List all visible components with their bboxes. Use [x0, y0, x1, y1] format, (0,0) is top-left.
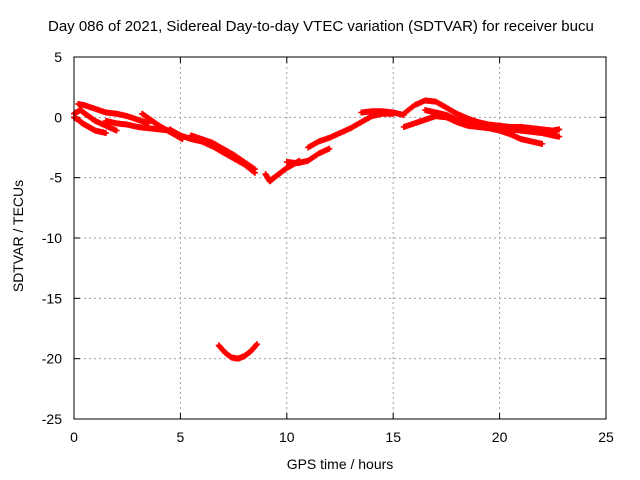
chart-title: Day 086 of 2021, Sidereal Day-to-day VTE…: [48, 18, 594, 35]
data-point: [326, 145, 333, 152]
grid-lines: [74, 57, 606, 419]
data-point: [556, 133, 563, 140]
plot-frame: [73, 56, 607, 420]
series-arc-3: [75, 101, 152, 127]
series-arc-5: [139, 110, 186, 143]
series-arc-9: [283, 145, 333, 167]
y-tick-label: -5: [50, 170, 63, 186]
series-arc-14: [422, 107, 563, 140]
series-arc-15: [215, 341, 261, 362]
data-point: [113, 127, 120, 134]
x-tick-label: 15: [385, 429, 401, 445]
data-points: [71, 97, 563, 362]
x-tick-label: 20: [492, 429, 508, 445]
x-tick-label: 25: [598, 429, 614, 445]
series-arc-10: [305, 110, 397, 151]
series-arc-11: [358, 108, 407, 118]
data-point: [102, 130, 109, 137]
x-tick-label: 0: [70, 429, 78, 445]
y-tick-label: -10: [42, 230, 62, 246]
y-tick-label: -25: [42, 411, 62, 427]
y-tick-label: -15: [42, 290, 62, 306]
axis-ticks: 0 5 10 15 20 25 -25 -20 -15 -10 -5 0 5: [42, 49, 614, 445]
data-point: [539, 140, 546, 147]
y-tick-label: 5: [54, 49, 62, 65]
y-tick-label: -20: [42, 351, 62, 367]
x-axis-label: GPS time / hours: [286, 456, 394, 472]
data-point: [556, 126, 563, 133]
y-tick-label: 0: [54, 109, 62, 125]
series-arc-7: [188, 132, 258, 173]
data-point: [251, 166, 258, 173]
x-tick-label: 5: [177, 429, 185, 445]
data-point: [254, 341, 261, 348]
x-tick-label: 10: [279, 429, 295, 445]
